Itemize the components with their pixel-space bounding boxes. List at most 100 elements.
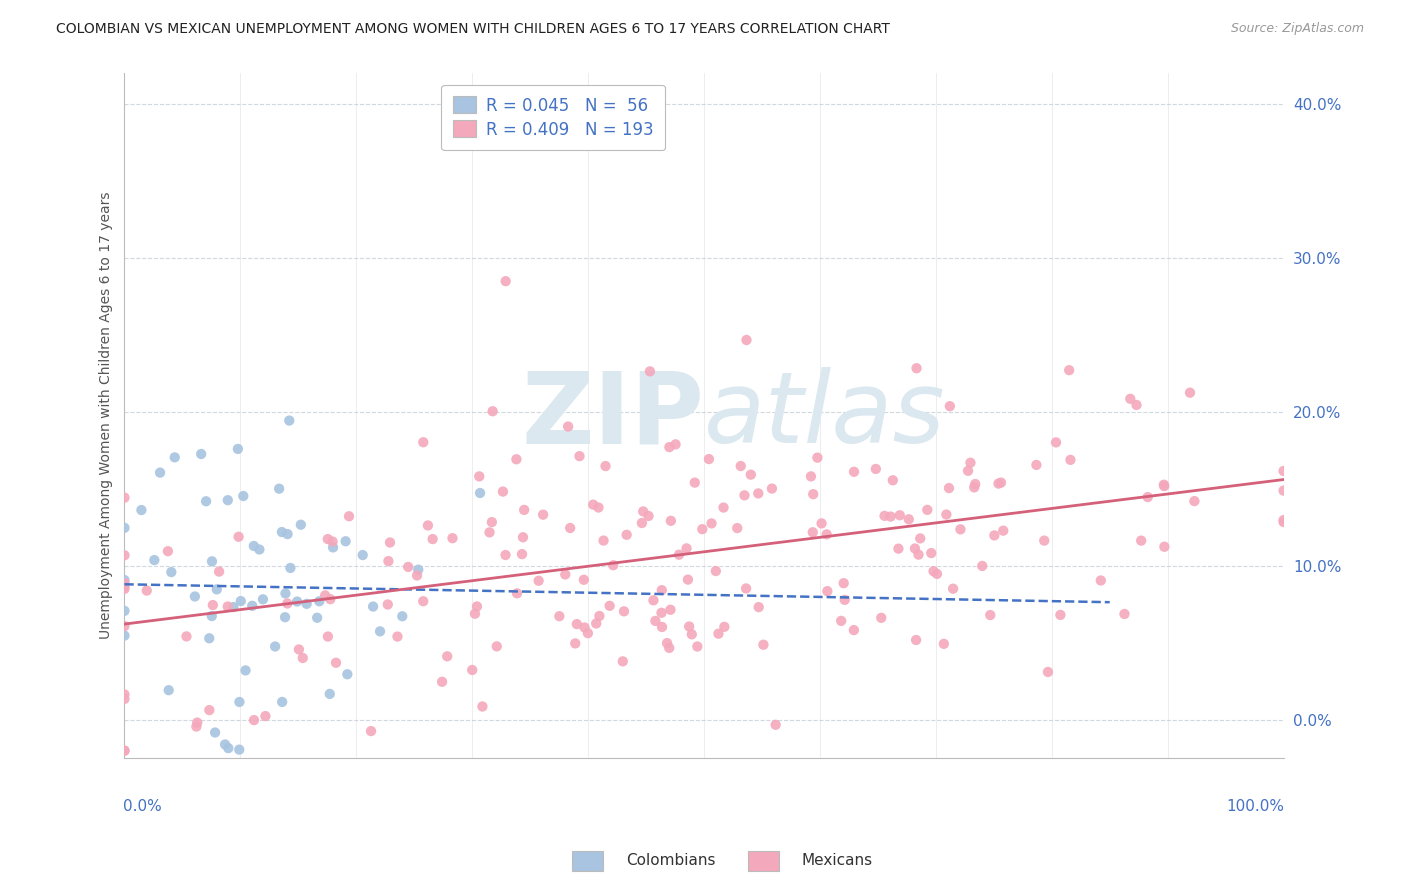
- Point: [1153, 477, 1175, 491]
- Point: [832, 576, 855, 591]
- Point: [468, 486, 491, 500]
- Point: [585, 616, 607, 631]
- Point: [307, 611, 329, 625]
- Point: [495, 548, 517, 562]
- Point: [195, 494, 218, 508]
- Point: [576, 626, 599, 640]
- Point: [176, 629, 198, 643]
- Point: [1057, 363, 1080, 377]
- Point: [842, 465, 865, 479]
- Point: [217, 741, 239, 756]
- Point: [655, 636, 678, 650]
- Point: [422, 532, 444, 546]
- Point: [481, 515, 503, 529]
- Point: [564, 636, 586, 650]
- Point: [983, 528, 1005, 542]
- Point: [114, 491, 136, 505]
- Point: [235, 664, 257, 678]
- Point: [801, 525, 824, 540]
- Point: [599, 599, 621, 613]
- Point: [201, 554, 224, 568]
- Point: [882, 473, 904, 487]
- Point: [201, 598, 224, 612]
- Point: [322, 534, 344, 549]
- Point: [747, 486, 769, 500]
- Point: [700, 516, 723, 531]
- Point: [554, 567, 576, 582]
- Point: [572, 573, 595, 587]
- Point: [378, 535, 401, 549]
- Point: [1153, 540, 1175, 554]
- Point: [637, 508, 659, 523]
- Point: [190, 447, 212, 461]
- Point: [441, 531, 464, 545]
- Point: [942, 582, 965, 596]
- Point: [681, 627, 703, 641]
- Point: [565, 617, 588, 632]
- Point: [412, 594, 434, 608]
- Point: [842, 623, 865, 637]
- Point: [765, 718, 787, 732]
- Point: [557, 419, 579, 434]
- Point: [512, 530, 534, 544]
- Point: [436, 649, 458, 664]
- Point: [905, 632, 928, 647]
- Point: [291, 651, 314, 665]
- Text: Colombians: Colombians: [626, 854, 716, 868]
- Point: [278, 413, 301, 427]
- Point: [725, 521, 748, 535]
- Point: [527, 574, 550, 588]
- Point: [505, 452, 527, 467]
- Point: [468, 469, 491, 483]
- Point: [740, 467, 762, 482]
- Point: [644, 614, 666, 628]
- Point: [938, 481, 960, 495]
- Point: [430, 674, 453, 689]
- Point: [513, 503, 536, 517]
- Point: [243, 539, 266, 553]
- Point: [232, 489, 254, 503]
- Point: [659, 514, 682, 528]
- Point: [1136, 490, 1159, 504]
- Point: [558, 521, 581, 535]
- Point: [1025, 458, 1047, 472]
- Point: [184, 590, 207, 604]
- Point: [143, 553, 166, 567]
- Point: [510, 547, 533, 561]
- Point: [1272, 515, 1295, 529]
- Point: [761, 482, 783, 496]
- Point: [752, 638, 775, 652]
- Point: [733, 488, 755, 502]
- Point: [308, 594, 330, 608]
- Point: [865, 462, 887, 476]
- Point: [131, 503, 153, 517]
- Point: [949, 522, 972, 536]
- Point: [368, 624, 391, 639]
- Point: [922, 564, 945, 578]
- Point: [612, 654, 634, 668]
- Point: [870, 611, 893, 625]
- Point: [631, 504, 654, 518]
- Point: [650, 606, 672, 620]
- Point: [1059, 453, 1081, 467]
- Point: [592, 533, 614, 548]
- Point: [815, 584, 838, 599]
- Point: [270, 524, 292, 539]
- Point: [801, 487, 824, 501]
- Point: [735, 333, 758, 347]
- Point: [208, 565, 231, 579]
- Point: [290, 517, 312, 532]
- Point: [920, 546, 942, 560]
- Point: [478, 525, 501, 540]
- Point: [638, 364, 661, 378]
- Point: [269, 482, 291, 496]
- Point: [1182, 494, 1205, 508]
- Point: [1178, 385, 1201, 400]
- Point: [713, 500, 735, 515]
- Point: [316, 630, 339, 644]
- Point: [204, 725, 226, 739]
- Point: [1153, 479, 1175, 493]
- Point: [704, 564, 727, 578]
- Text: 0.0%: 0.0%: [124, 799, 162, 814]
- Point: [322, 541, 344, 555]
